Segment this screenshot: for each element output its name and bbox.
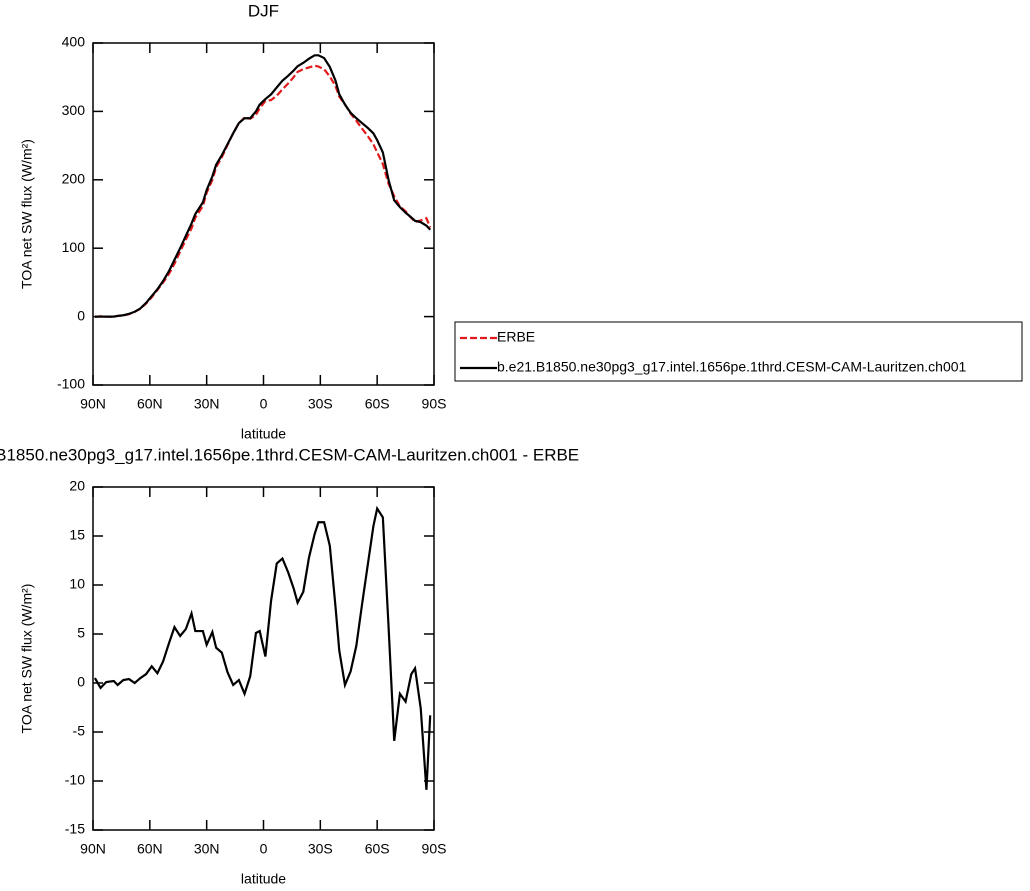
x-tick-label: 60S — [365, 396, 390, 412]
x-tick-label: 90N — [80, 396, 106, 412]
y-tick-label: 20 — [69, 478, 85, 494]
y-tick-label: -10 — [65, 772, 85, 788]
y-tick-label: 5 — [77, 625, 85, 641]
y-tick-label: -5 — [73, 723, 86, 739]
x-tick-label: 30N — [194, 841, 220, 857]
x-tick-label: 60N — [137, 396, 163, 412]
x-tick-label: 30S — [308, 841, 333, 857]
y-tick-label: 400 — [62, 34, 86, 50]
y-tick-label: 300 — [62, 102, 86, 118]
y-tick-label: 0 — [77, 307, 85, 323]
y-tick-label: 15 — [69, 527, 85, 543]
x-tick-label: 30N — [194, 396, 220, 412]
plot-frame — [92, 42, 435, 386]
x-tick-label: 90N — [80, 841, 106, 857]
y-tick-label: 200 — [62, 171, 86, 187]
x-axis-label: latitude — [241, 426, 286, 442]
y-tick-label: -100 — [57, 376, 85, 392]
legend-label: ERBE — [497, 329, 535, 345]
x-axis-label: latitude — [241, 871, 286, 887]
x-tick-label: 0 — [260, 841, 268, 857]
y-tick-label: 0 — [77, 674, 85, 690]
chart-title: DJF — [248, 1, 279, 20]
legend-label: b.e21.B1850.ne30pg3_g17.intel.1656pe.1th… — [497, 359, 967, 375]
y-tick-label: 100 — [62, 239, 86, 255]
y-axis-label: TOA net SW flux (W/m²) — [19, 139, 35, 289]
y-tick-label: -15 — [65, 821, 85, 837]
y-axis-label: TOA net SW flux (W/m²) — [19, 584, 35, 734]
x-tick-label: 60S — [365, 841, 390, 857]
x-tick-label: 60N — [137, 841, 163, 857]
y-tick-label: 10 — [69, 576, 85, 592]
data-line — [94, 64, 432, 319]
legend-box — [454, 321, 1023, 382]
x-tick-label: 30S — [308, 396, 333, 412]
plot-frame — [92, 486, 435, 831]
chart-title: b.e21.B1850.ne30pg3_g17.intel.1656pe.1th… — [0, 445, 579, 464]
x-tick-label: 90S — [422, 841, 447, 857]
x-tick-label: 90S — [422, 396, 447, 412]
data-line — [93, 505, 432, 790]
data-line — [94, 54, 432, 318]
x-tick-label: 0 — [260, 396, 268, 412]
